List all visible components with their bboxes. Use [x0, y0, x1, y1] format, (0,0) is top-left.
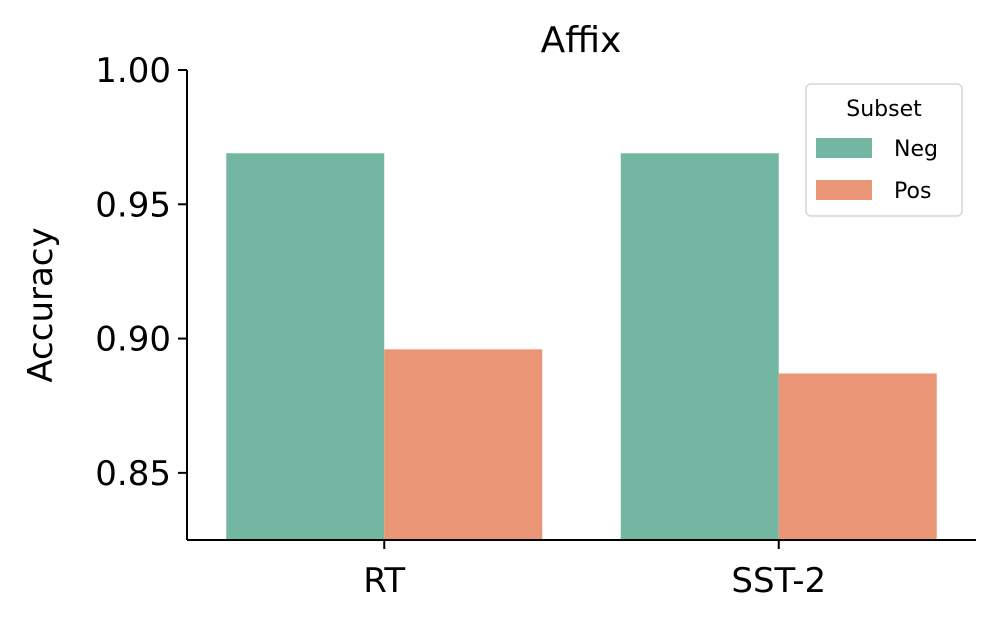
- plot-area: [226, 153, 937, 540]
- legend-title: Subset: [846, 97, 922, 122]
- axes: 0.85 0.90 0.95 1.00 RT SST-2: [95, 51, 976, 601]
- legend-label-pos: Pos: [894, 179, 931, 204]
- legend: Subset Neg Pos: [805, 83, 963, 217]
- y-tick-label: 0.85: [95, 454, 171, 494]
- y-tick-label: 0.90: [95, 320, 171, 360]
- bar-pos-sst-2: [778, 373, 937, 540]
- legend-swatch-neg: [816, 138, 872, 158]
- x-tick-label: SST-2: [731, 561, 826, 601]
- y-axis-label: Accuracy: [21, 227, 61, 382]
- legend-swatch-pos: [816, 180, 872, 200]
- bar-neg-rt: [226, 153, 385, 540]
- bar-neg-sst-2: [620, 153, 779, 540]
- legend-label-neg: Neg: [894, 137, 938, 162]
- y-tick-label: 1.00: [95, 51, 171, 91]
- y-tick-label: 0.95: [95, 185, 171, 225]
- x-tick-label: RT: [363, 561, 405, 601]
- bar-pos-rt: [384, 349, 543, 540]
- chart-title: Affix: [541, 20, 622, 61]
